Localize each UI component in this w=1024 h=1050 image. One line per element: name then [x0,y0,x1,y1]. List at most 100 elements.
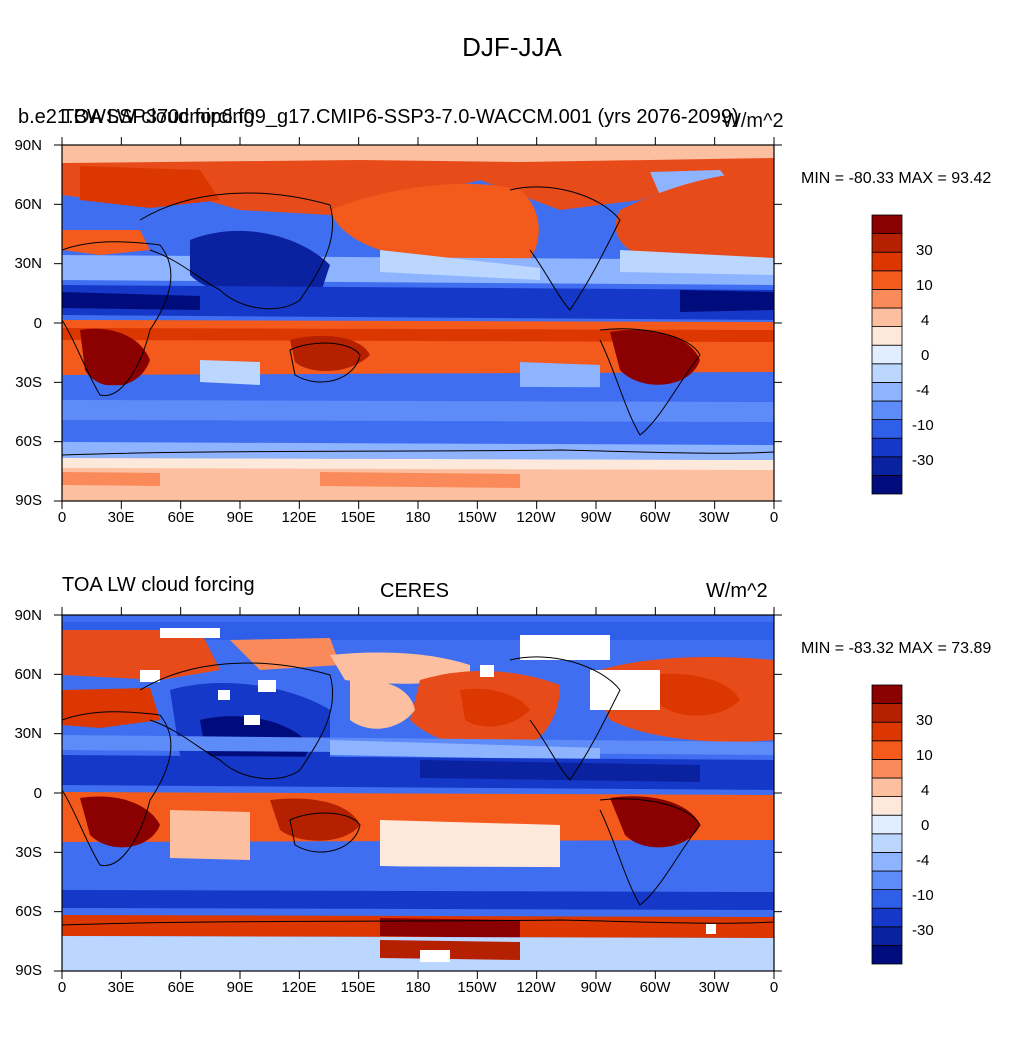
axis-ticks: 0 30E 60E 90E 120E 150E 180 150W 120W 90… [14,137,778,526]
colorbar-box [871,456,903,476]
colorbar-box [871,363,903,383]
colorbar-box [871,814,903,835]
lon-tick-label: 30E [108,509,135,526]
units-label: W/m^2 [706,580,768,602]
lon-tick-label: 150W [457,509,497,526]
lon-tick-label: 90E [227,979,254,996]
lon-tick-label: 0 [58,509,66,526]
lat-tick-label: 30S [15,374,42,391]
colorbar-box [871,833,903,853]
lat-tick-label: 90S [15,492,42,509]
lon-tick-label: 150W [457,979,497,996]
variable-label: TOA LW cloud forcing [62,574,255,596]
colorbar-label: -10 [912,887,934,904]
axis-ticks: 0 30E 60E 90E 120E 150E 180 150W 120W 90… [14,607,778,996]
colorbar-label: 30 [916,712,933,729]
lat-tick-label: 60S [15,903,42,920]
colorbar-box [871,796,903,816]
colorbar-label: 10 [916,747,933,764]
colorbar-box [871,233,903,253]
lat-tick-label: 60N [14,666,42,683]
colorbar-label: 10 [916,277,933,294]
colorbar-label: 0 [921,817,929,834]
panel-model: b.e21.BWSSP370cmip6.f09_g17.CMIP6-SSP3-7… [0,100,1024,580]
tick-marks [54,137,782,509]
colorbar-box [871,777,903,798]
colorbar-label: 0 [921,347,929,364]
lon-tick-label: 180 [405,509,430,526]
variable-label: TOA LW cloud forcing [62,106,255,128]
colorbar-box [871,400,903,421]
colorbar-box [871,307,903,328]
lon-tick-label: 120W [516,509,556,526]
lat-tick-label: 60N [14,196,42,213]
colorbar-label: 30 [916,242,933,259]
lon-tick-label: 30W [699,979,731,996]
colorbar-box [871,721,903,742]
lon-tick-label: 120E [281,979,316,996]
colorbar-label: -30 [912,452,934,469]
lon-tick-label: 60E [168,979,195,996]
lon-tick-label: 0 [770,509,778,526]
colorbar-box [871,944,903,965]
colorbar-box [871,889,903,909]
colorbar-box [871,907,903,928]
lon-tick-label: 150E [340,979,375,996]
colorbar-label: 4 [921,312,929,329]
lon-tick-label: 120W [516,979,556,996]
colorbar-label: -30 [912,922,934,939]
lon-tick-label: 60W [640,979,672,996]
figure-title: DJF-JJA [462,32,562,62]
lat-tick-label: 0 [34,315,42,332]
colorbar: 30 10 4 0 -4 -10 -30 [871,214,934,495]
colorbar-box [871,251,903,272]
colorbar-box [871,419,903,439]
lon-tick-label: 180 [405,979,430,996]
lon-tick-label: 60W [640,509,672,526]
lon-tick-label: 0 [58,979,66,996]
lon-tick-label: 120E [281,509,316,526]
colorbar-box [871,851,903,872]
lon-tick-label: 0 [770,979,778,996]
lat-tick-label: 0 [34,785,42,802]
lat-tick-label: 30N [14,255,42,272]
lon-tick-label: 90E [227,509,254,526]
contour-field [62,145,774,501]
map-plot: 0 30E 60E 90E 120E 150E 180 150W 120W 90… [14,137,934,526]
colorbar-box [871,326,903,346]
contour-field [62,615,774,971]
colorbar-box [871,344,903,365]
colorbar-box [871,758,903,779]
coastlines [62,656,774,926]
colorbar-box [871,214,903,235]
colorbar-label: -4 [916,852,929,869]
lon-tick-label: 90W [581,509,613,526]
colorbar-box [871,270,903,290]
case-label: b.e21.BWSSP370cmip6.f09_g17.CMIP6-SSP3-7… [18,106,739,128]
lon-tick-label: 30W [699,509,731,526]
map-plot: 0 30E 60E 90E 120E 150E 180 150W 120W 90… [14,607,934,996]
units-label: W/m^2 [722,110,784,132]
case-label: CERES [380,580,449,602]
colorbar-box [871,703,903,723]
lon-tick-label: 150E [340,509,375,526]
colorbar-box [871,926,903,946]
colorbar-box [871,474,903,495]
colorbar-box [871,870,903,891]
min-max-label: MIN = -83.32 MAX = 73.89 [801,640,992,657]
lon-tick-label: 30E [108,979,135,996]
colorbar-box [871,437,903,458]
colorbar-box [871,288,903,309]
lat-tick-label: 30S [15,844,42,861]
colorbar-label: -10 [912,417,934,434]
colorbar-label: -4 [916,382,929,399]
lat-tick-label: 30N [14,725,42,742]
tick-marks [54,607,782,979]
min-max-label: MIN = -80.33 MAX = 93.42 [801,170,992,187]
lon-tick-label: 60E [168,509,195,526]
colorbar: 30 10 4 0 -4 -10 -30 [871,684,934,965]
panel-observations: TOA LW cloud forcing CERES W/m^2 MIN = -… [0,570,1024,1050]
colorbar-box [871,684,903,705]
colorbar-box [871,740,903,760]
coastlines [62,186,774,456]
